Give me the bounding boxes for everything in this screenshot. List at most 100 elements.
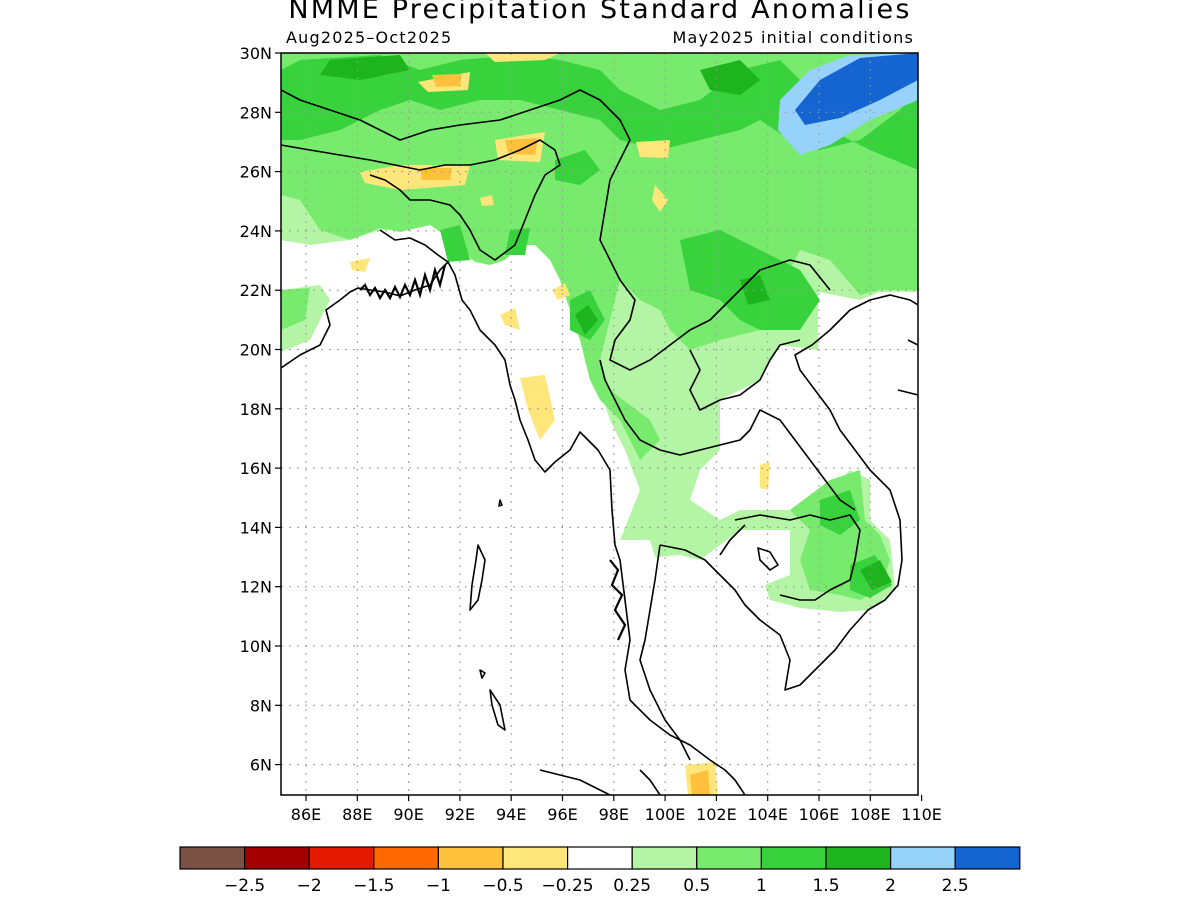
colorbar-swatch xyxy=(696,846,762,870)
island-outline xyxy=(479,669,486,679)
colorbar-label: 2 xyxy=(885,876,896,896)
anomaly-region-light-yellow xyxy=(760,462,770,490)
lat-label: 8N xyxy=(250,696,272,715)
anomaly-region-orange xyxy=(432,74,462,87)
coastline xyxy=(609,559,627,641)
coastline xyxy=(907,339,918,346)
anomaly-region-mid-green xyxy=(440,225,470,262)
colorbar-swatch xyxy=(373,846,439,870)
coastline xyxy=(639,544,691,761)
anomaly-region-blue xyxy=(795,53,918,125)
colorbar-label: −2.5 xyxy=(224,876,265,896)
lon-label: 110E xyxy=(901,805,942,824)
axes: 30N 28N 26N 24N 22N 20N 18N 16N 14N 12N 10N 8N 6N 86E… xyxy=(240,44,942,824)
anomaly-region-orange xyxy=(690,770,710,795)
lon-label: 108E xyxy=(850,805,891,824)
country-border xyxy=(734,514,861,601)
island-outline xyxy=(498,499,503,507)
lon-label: 98E xyxy=(599,805,629,824)
colorbar-swatch xyxy=(308,846,375,870)
color-bar: −2.5 −2 −1.5 −1 −0.5 −0.25 0.25 0.5 1 1.5 2 2.5 xyxy=(179,846,1021,896)
country-border xyxy=(719,524,746,556)
anomaly-region-orange xyxy=(505,138,538,155)
colorbar-swatch xyxy=(179,846,246,870)
lat-label: 20N xyxy=(240,341,272,360)
country-border xyxy=(281,139,561,261)
anomaly-region-dark-green xyxy=(860,560,892,590)
anomaly-region-light-yellow xyxy=(552,283,570,300)
colorbar-swatch xyxy=(244,846,310,870)
anomaly-region-dark-green xyxy=(575,305,598,335)
country-border xyxy=(281,89,831,371)
anomaly-region-light-yellow xyxy=(480,195,494,206)
lat-label: 14N xyxy=(240,518,272,537)
period-label: Aug2025–Oct2025 xyxy=(286,28,453,47)
lat-label: 22N xyxy=(240,281,272,300)
colorbar-label: 1.5 xyxy=(812,876,839,896)
colorbar-label: 1 xyxy=(756,876,767,896)
colorbar-swatch xyxy=(760,846,827,870)
colorbar-swatch xyxy=(954,846,1021,870)
delta-coastline xyxy=(359,264,627,641)
colorbar-label: 0.5 xyxy=(683,876,710,896)
colorbar-swatch xyxy=(889,846,956,870)
anomaly-region-light-yellow xyxy=(500,308,520,330)
lake-outline xyxy=(757,547,779,571)
lat-label: 12N xyxy=(240,578,272,597)
initial-conditions-label: May2025 initial conditions xyxy=(672,28,914,47)
anomaly-region-dark-green xyxy=(320,55,410,80)
country-border xyxy=(689,339,801,411)
anomaly-region-mid-green xyxy=(820,490,860,535)
anomaly-region-orange xyxy=(420,168,452,180)
coastline xyxy=(897,389,918,396)
country-border xyxy=(379,229,449,263)
coastline xyxy=(539,769,611,795)
colorbar-label: −2 xyxy=(297,876,322,896)
colorbar-label: 2.5 xyxy=(942,876,969,896)
country-border xyxy=(599,359,856,511)
lat-label: 10N xyxy=(240,637,272,656)
colorbar-label: −0.5 xyxy=(482,876,523,896)
lon-label: 86E xyxy=(291,805,321,824)
colorbar-label: −1 xyxy=(426,876,451,896)
island-outline xyxy=(469,544,486,611)
lat-label: 24N xyxy=(240,222,272,241)
coastline xyxy=(659,294,918,691)
colorbar-swatch xyxy=(437,846,504,870)
anomaly-region-light-yellow xyxy=(485,53,560,62)
lon-label: 102E xyxy=(696,805,737,824)
lat-label: 18N xyxy=(240,400,272,419)
anomaly-region-mid-green xyxy=(555,150,600,185)
coastline xyxy=(639,769,661,795)
island-outline xyxy=(489,689,506,731)
lon-label: 104E xyxy=(747,805,788,824)
anomaly-shading xyxy=(281,53,918,795)
lon-label: 92E xyxy=(445,805,475,824)
colorbar-swatch xyxy=(566,846,633,870)
colorbar-label: 0.25 xyxy=(613,876,651,896)
colorbar-swatch xyxy=(502,846,569,870)
colorbar-label: −0.25 xyxy=(542,876,594,896)
lon-label: 96E xyxy=(547,805,577,824)
coastline xyxy=(359,264,447,301)
lon-label: 106E xyxy=(799,805,840,824)
lat-label: 28N xyxy=(240,103,272,122)
anomaly-region-light-yellow xyxy=(652,185,668,212)
lon-label: 100E xyxy=(645,805,686,824)
anomaly-region-green xyxy=(281,53,918,460)
lon-label: 90E xyxy=(393,805,423,824)
anomaly-region-green xyxy=(281,288,310,330)
anomaly-region-light-yellow xyxy=(350,258,370,272)
chart-title: NMME Precipitation Standard Anomalies xyxy=(288,0,912,25)
lat-label: 6N xyxy=(250,756,272,775)
lat-label: 16N xyxy=(240,459,272,478)
lon-label: 88E xyxy=(342,805,372,824)
anomaly-region-dark-green xyxy=(700,60,760,95)
colorbar-swatch xyxy=(825,846,892,870)
lon-label: 94E xyxy=(496,805,526,824)
map-frame xyxy=(280,52,919,796)
anomaly-region-light-yellow xyxy=(520,375,555,440)
lat-label: 30N xyxy=(240,44,272,63)
lat-label: 26N xyxy=(240,163,272,182)
